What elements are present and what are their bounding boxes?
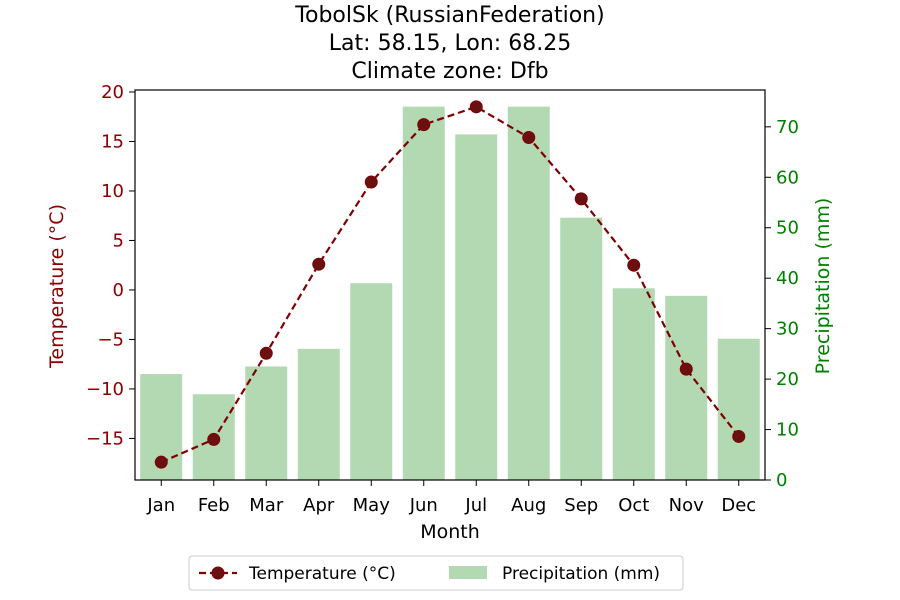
- right-tick-label: 60: [776, 167, 799, 188]
- y-axis-label-right: Precipitation (mm): [812, 198, 834, 375]
- legend-temperature-marker: [211, 566, 225, 580]
- x-tick-label: May: [353, 495, 391, 516]
- right-tick-label: 30: [776, 319, 799, 340]
- right-tick-label: 50: [776, 218, 799, 239]
- left-tick-label: 15: [101, 131, 124, 152]
- temperature-point: [574, 192, 588, 206]
- x-axis-label: Month: [420, 521, 480, 543]
- precipitation-bars: [140, 106, 760, 481]
- temperature-point: [259, 346, 273, 360]
- temperature-series: [154, 100, 746, 469]
- legend: Temperature (°C) Precipitation (mm): [188, 555, 684, 591]
- left-tick-label: −15: [86, 428, 124, 449]
- title-line-3: Climate zone: Dfb: [351, 59, 548, 84]
- x-tick-label: Feb: [198, 495, 230, 516]
- left-tick-label: −5: [97, 329, 124, 350]
- legend-temperature-label: Temperature (°C): [248, 564, 396, 584]
- right-tick-label: 40: [776, 268, 799, 289]
- precipitation-bar: [297, 348, 340, 480]
- precipitation-bar: [717, 338, 760, 480]
- x-tick-label: Sep: [564, 495, 598, 516]
- precipitation-bar: [560, 217, 603, 480]
- temperature-point: [679, 362, 693, 376]
- right-axis: 0 10 20 30 40 50 60 70: [765, 117, 799, 491]
- precipitation-bar: [612, 288, 655, 480]
- x-tick-label: Apr: [303, 495, 335, 516]
- precipitation-bar: [245, 366, 288, 480]
- left-tick-label: 20: [101, 82, 124, 103]
- x-tick-label: Oct: [618, 495, 649, 516]
- legend-frame: [188, 555, 684, 591]
- x-tick-label: Dec: [721, 495, 756, 516]
- title-line-2: Lat: 58.15, Lon: 68.25: [329, 31, 571, 56]
- precipitation-bar: [507, 106, 550, 480]
- x-tick-label: Jan: [146, 495, 175, 516]
- right-tick-label: 20: [776, 369, 799, 390]
- temperature-point: [522, 131, 536, 145]
- right-tick-label: 70: [776, 117, 799, 138]
- x-axis: Jan Feb Mar Apr May Jun Jul Aug Sep Oct Nov Dec: [146, 480, 756, 516]
- x-tick-label: Nov: [669, 495, 704, 516]
- x-tick-label: Mar: [249, 495, 284, 516]
- left-tick-label: 5: [113, 230, 124, 251]
- legend-precipitation-swatch: [449, 566, 487, 579]
- temperature-point: [154, 455, 168, 469]
- temperature-point: [417, 118, 431, 132]
- precipitation-bar: [350, 283, 393, 480]
- temperature-point: [627, 258, 641, 272]
- chart-title: TobolSk (RussianFederation) Lat: 58.15, …: [294, 3, 604, 84]
- y-axis-label-left: Temperature (°C): [46, 204, 68, 369]
- temperature-point: [364, 175, 378, 189]
- left-axis: −15 −10 −5 0 5 10 15 20: [86, 82, 135, 449]
- right-tick-label: 0: [776, 470, 787, 491]
- temperature-point: [469, 100, 483, 114]
- precipitation-bar: [402, 106, 445, 480]
- plot-frame: [134, 89, 766, 481]
- left-tick-label: −10: [86, 379, 124, 400]
- temperature-point: [312, 257, 326, 271]
- temperature-point: [732, 429, 746, 443]
- left-tick-label: 10: [101, 181, 124, 202]
- temperature-line: [160, 105, 740, 464]
- legend-precipitation-label: Precipitation (mm): [502, 564, 660, 584]
- temperature-point: [207, 432, 221, 446]
- x-tick-label: Jun: [409, 495, 438, 516]
- left-tick-label: 0: [113, 280, 124, 301]
- precipitation-bar: [455, 134, 498, 481]
- x-tick-label: Aug: [511, 495, 546, 516]
- x-tick-label: Jul: [464, 495, 487, 516]
- right-tick-label: 10: [776, 420, 799, 441]
- title-line-1: TobolSk (RussianFederation): [294, 3, 604, 28]
